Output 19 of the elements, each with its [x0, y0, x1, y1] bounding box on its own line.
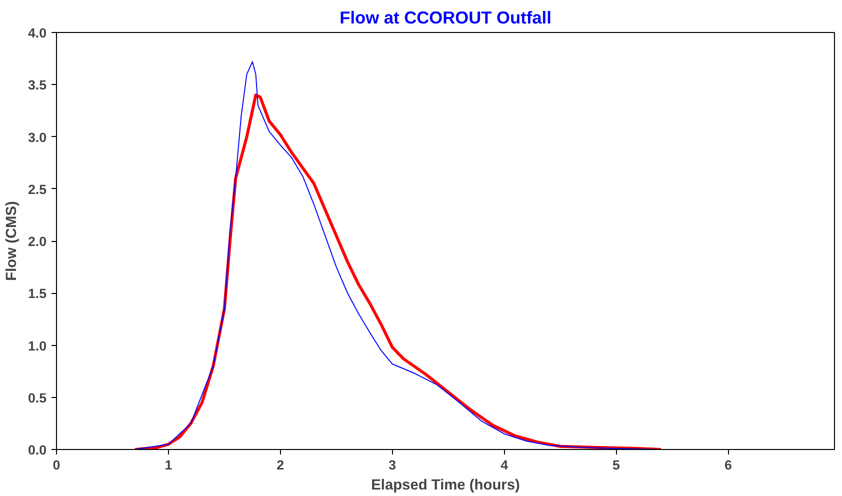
x-tick-label: 4	[500, 458, 509, 472]
x-tick-label: 5	[612, 458, 621, 472]
x-tick-label: 3	[388, 458, 396, 472]
chart-title: Flow at CCOROUT Outfall	[340, 8, 552, 28]
x-tick-label: 6	[724, 458, 732, 472]
y-tick-label: 3.0	[28, 130, 47, 145]
y-tick-label: 0.0	[28, 442, 47, 458]
y-tick-label: 4.0	[28, 26, 47, 40]
x-tick-label: 2	[276, 458, 284, 472]
y-tick-label: 1.5	[28, 286, 48, 302]
y-axis-title: Flow (CMS)	[4, 200, 20, 281]
y-tick-label: 1.0	[28, 338, 47, 354]
y-tick-label: 2.0	[28, 234, 47, 249]
y-tick-label: 2.5	[28, 182, 48, 197]
x-tick-label: 0	[52, 458, 60, 472]
x-tick-label: 1	[164, 458, 173, 472]
y-tick-label: 0.5	[28, 390, 48, 406]
x-axis-title: Elapsed Time (hours)	[371, 478, 520, 494]
y-tick-label: 3.5	[28, 78, 48, 93]
